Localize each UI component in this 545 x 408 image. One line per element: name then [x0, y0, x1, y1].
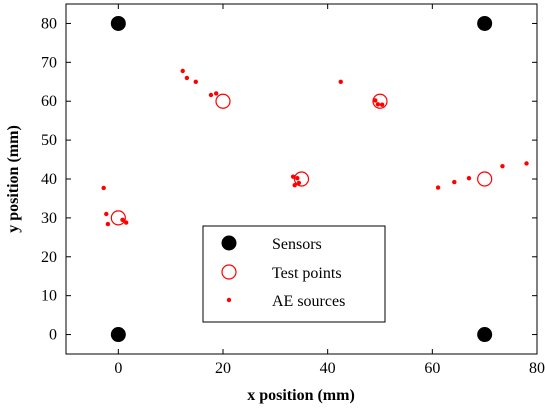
ae-source-point [105, 221, 111, 227]
ae-source-point [524, 161, 529, 166]
y-tick-label: 80 [41, 15, 57, 32]
x-axis-label: x position (mm) [247, 387, 355, 404]
sensor-point [477, 15, 493, 31]
sensor-point [110, 327, 126, 343]
ae-source-point [193, 79, 198, 84]
ae-source-point [379, 102, 385, 107]
ae-source-point [208, 92, 214, 98]
ae-source-point [213, 91, 219, 96]
x-tick-label: 60 [424, 360, 440, 377]
y-tick-label: 30 [41, 210, 57, 227]
ae-source-point [466, 176, 472, 181]
legend-ae-sources-label: AE sources [272, 293, 345, 310]
x-tick-label: 0 [114, 360, 122, 377]
legend-ae-sources-marker [226, 297, 232, 303]
y-tick-label: 50 [41, 132, 57, 149]
y-tick-label: 70 [41, 54, 57, 71]
ae-source-point [120, 217, 125, 223]
ae-source-point [184, 75, 190, 81]
y-tick-label: 20 [41, 249, 57, 266]
ae-source-point [123, 220, 129, 225]
legend: Sensors Test points AE sources [202, 225, 386, 323]
ae-source-point [435, 185, 441, 190]
ae-source-point [375, 102, 381, 107]
ae-source-point [373, 98, 378, 103]
y-tick-label: 0 [49, 327, 57, 344]
test-point [215, 93, 231, 109]
x-tick-label: 80 [529, 360, 545, 377]
test-point [372, 93, 388, 109]
sensor-point [477, 327, 493, 343]
x-tick-label: 40 [320, 360, 336, 377]
legend-sensors-label: Sensors [272, 236, 322, 253]
ae-source-point [292, 183, 297, 188]
ae-source-point [295, 176, 300, 181]
sensor-point [110, 15, 126, 31]
ae-source-point [296, 180, 302, 186]
y-tick-label: 60 [41, 93, 57, 110]
test-point [293, 171, 310, 187]
ae-source-point [290, 174, 296, 179]
x-tick-label: 20 [215, 360, 231, 377]
ae-source-point [500, 163, 505, 169]
y-tick-label: 40 [41, 171, 57, 188]
ae-source-point [104, 211, 109, 217]
ae-source-point [101, 185, 106, 191]
ae-source-point [180, 68, 185, 74]
ae-source-point [338, 79, 343, 84]
y-axis-label: y position (mm) [5, 125, 22, 233]
ae-source-point [452, 179, 457, 185]
test-point [110, 210, 126, 226]
data-marks [101, 15, 529, 343]
legend-test-points-label: Test points [272, 265, 342, 282]
axis-ticks: 0 20 40 60 80 0 10 20 30 40 50 60 70 80 [41, 4, 545, 377]
y-tick-label: 10 [41, 288, 57, 305]
legend-sensors-marker [221, 235, 237, 251]
legend-test-points-marker [221, 264, 237, 280]
test-point [477, 171, 493, 187]
